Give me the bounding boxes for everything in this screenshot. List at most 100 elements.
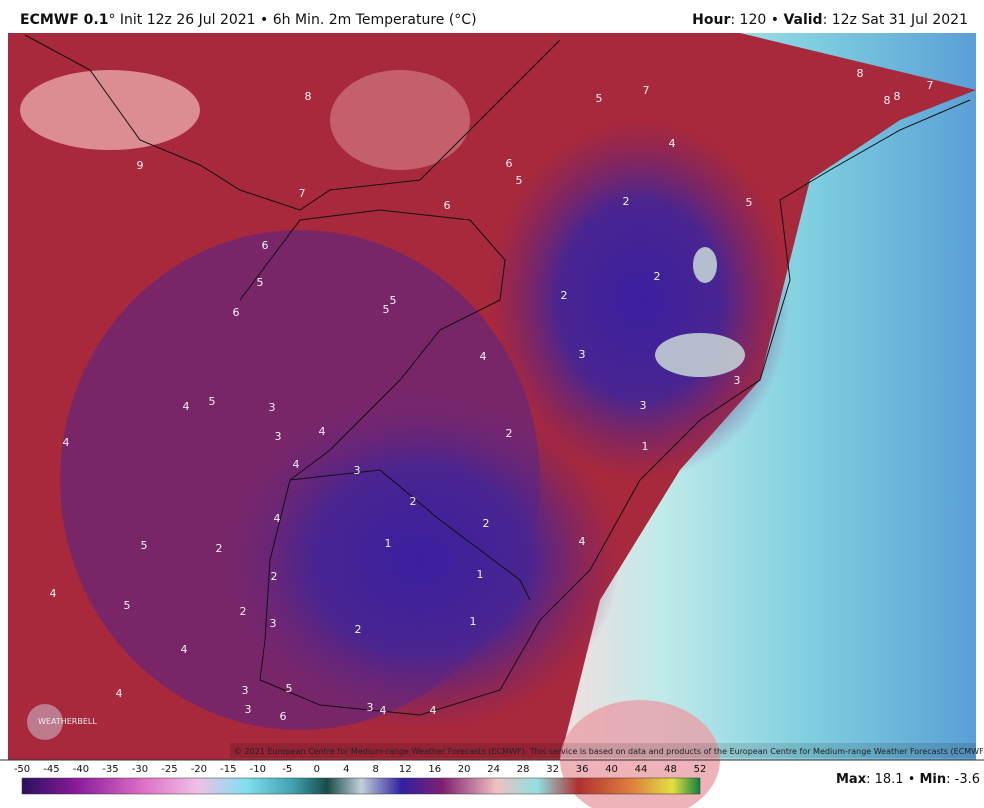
- temp-label: 2: [483, 517, 490, 530]
- colorbar-label: 52: [694, 764, 707, 775]
- temp-label: 3: [640, 399, 647, 412]
- colorbar-label: -20: [191, 764, 207, 775]
- temp-label: 4: [579, 535, 586, 548]
- temp-label: 4: [380, 704, 387, 717]
- header-left: ECMWF 0.1° Init 12z 26 Jul 2021 • 6h Min…: [20, 12, 477, 28]
- colorbar-label: 8: [373, 764, 379, 775]
- footer: Max: 18.1 • Min: -3.6: [836, 772, 980, 787]
- copyright: © 2021 European Centre for Medium-range …: [234, 747, 984, 756]
- temp-label: 5: [124, 599, 131, 612]
- temp-label: 4: [50, 587, 57, 600]
- temp-label: 7: [643, 84, 650, 97]
- temp-label: 5: [390, 294, 397, 307]
- temp-label: 5: [141, 539, 148, 552]
- temp-label: 4: [116, 687, 123, 700]
- temp-label: 1: [477, 568, 484, 581]
- temp-label: 8: [894, 90, 901, 103]
- colorbar-label: -35: [102, 764, 118, 775]
- hour: : 120 •: [730, 12, 784, 28]
- colorbar-label: 16: [428, 764, 441, 775]
- temp-label: 3: [270, 617, 277, 630]
- border: [24, 34, 561, 211]
- warm-patch: [330, 70, 470, 170]
- hour-key: Hour: [692, 12, 731, 28]
- colorbar-label: 40: [605, 764, 618, 775]
- valid-key: Valid: [783, 12, 823, 28]
- cold-area: [490, 120, 790, 480]
- temp-label: 1: [642, 440, 649, 453]
- temp-label: 2: [240, 605, 247, 618]
- temp-label: 3: [367, 701, 374, 714]
- colorbar-label: 48: [664, 764, 677, 775]
- temp-label: 5: [596, 92, 603, 105]
- copyright-bg: [230, 743, 976, 758]
- temp-label: 1: [385, 537, 392, 550]
- temp-label: 7: [299, 187, 306, 200]
- temp-label: 2: [216, 542, 223, 555]
- temp-label: 5: [286, 682, 293, 695]
- colorbar-label: 36: [576, 764, 589, 775]
- min-key: Min: [920, 772, 947, 787]
- colorbar-label: -30: [132, 764, 148, 775]
- temp-label: 2: [623, 195, 630, 208]
- temp-label: 2: [355, 623, 362, 636]
- temp-label: 7: [927, 79, 934, 92]
- colorbar-label: 4: [343, 764, 349, 775]
- max-key: Max: [836, 772, 867, 787]
- temp-label: 4: [319, 425, 326, 438]
- temp-label: 4: [183, 400, 190, 413]
- colorbar-label: 20: [458, 764, 471, 775]
- logo: WEATHERBELL: [38, 717, 97, 726]
- temp-label: 4: [274, 512, 281, 525]
- colorbar-label: -45: [43, 764, 59, 775]
- temp-label: 2: [506, 427, 513, 440]
- frost-area: [655, 333, 745, 377]
- colorbar-label: 24: [487, 764, 500, 775]
- logo-mark: [27, 704, 63, 740]
- temp-label: 2: [410, 495, 417, 508]
- colorbar-label: 44: [635, 764, 648, 775]
- colorbar-label: 32: [546, 764, 559, 775]
- colorbar: [21, 777, 701, 795]
- max: : 18.1 •: [866, 772, 919, 787]
- temp-label: 2: [561, 289, 568, 302]
- temp-label: 4: [430, 704, 437, 717]
- temp-label: 3: [275, 430, 282, 443]
- warm-patch: [20, 70, 200, 150]
- temp-label: 3: [734, 374, 741, 387]
- valid: : 12z Sat 31 Jul 2021: [822, 12, 968, 28]
- min: : -3.6: [946, 772, 980, 787]
- temp-label: 3: [579, 348, 586, 361]
- temp-label: 4: [63, 436, 70, 449]
- temp-label: 6: [444, 199, 451, 212]
- colorbar-label: -15: [220, 764, 236, 775]
- temp-label: 8: [857, 67, 864, 80]
- frost-area: [693, 247, 717, 283]
- temp-label: 5: [209, 395, 216, 408]
- temp-label: 8: [884, 94, 891, 107]
- temp-label: 9: [137, 159, 144, 172]
- temp-label: 4: [480, 350, 487, 363]
- temp-label: 6: [262, 239, 269, 252]
- temp-label: 5: [746, 196, 753, 209]
- temp-label: 5: [516, 174, 523, 187]
- ocean: [560, 33, 976, 760]
- temp-label: 3: [245, 703, 252, 716]
- colorbar-label: -40: [73, 764, 89, 775]
- colorbar-label: 12: [399, 764, 412, 775]
- temp-label: 5: [257, 276, 264, 289]
- temp-label: 4: [669, 137, 676, 150]
- temp-label: 3: [354, 464, 361, 477]
- colorbar-label: -5: [282, 764, 292, 775]
- colorbar-label: -25: [161, 764, 177, 775]
- cold-area: [220, 390, 620, 730]
- temp-label: 4: [181, 643, 188, 656]
- border: [289, 469, 531, 601]
- temp-label: 4: [293, 458, 300, 471]
- temp-label: 1: [470, 615, 477, 628]
- colorbar-label: 28: [517, 764, 530, 775]
- temp-label: 2: [654, 270, 661, 283]
- colorbar-label: 0: [314, 764, 320, 775]
- temp-label: 5: [383, 303, 390, 316]
